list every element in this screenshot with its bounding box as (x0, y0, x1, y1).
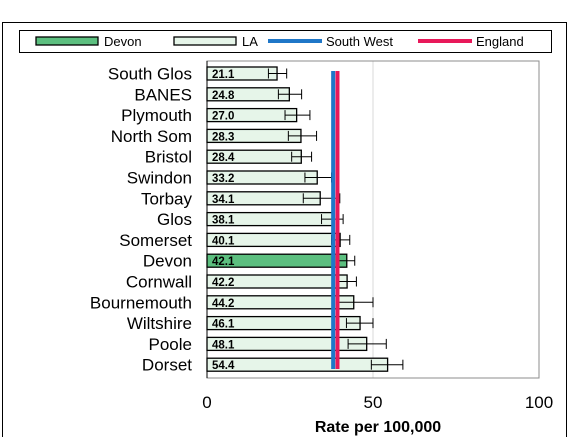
value-label-swindon: 33.2 (212, 173, 234, 185)
value-label-bournemouth: 44.2 (212, 298, 234, 310)
category-label-devon: Devon (143, 252, 192, 271)
chart-border (2, 22, 567, 442)
x-tick-label-0: 0 (202, 393, 211, 412)
value-label-cornwall: 42.2 (212, 277, 234, 289)
category-label-poole: Poole (149, 335, 192, 354)
value-label-dorset: 54.4 (212, 360, 235, 372)
legend-swatch-devon (35, 36, 99, 46)
category-label-bristol: Bristol (145, 148, 192, 167)
legend-label-devon: Devon (104, 34, 142, 49)
legend-label-england: England (476, 34, 524, 49)
value-label-devon: 42.1 (212, 256, 235, 268)
category-label-wiltshire: Wiltshire (127, 314, 192, 333)
category-label-glos: Glos (157, 210, 192, 229)
value-label-torbay: 34.1 (212, 194, 235, 206)
x-axis-title: Rate per 100,000 (315, 419, 441, 436)
value-label-banes: 24.8 (212, 90, 235, 102)
value-label-bristol: 28.4 (212, 152, 235, 164)
category-label-south-glos: South Glos (108, 65, 192, 84)
category-label-torbay: Torbay (141, 189, 193, 208)
category-label-dorset: Dorset (142, 356, 192, 375)
x-tick-label-50: 50 (364, 393, 383, 412)
x-tick-label-100: 100 (525, 393, 553, 412)
category-label-bournemouth: Bournemouth (90, 293, 192, 312)
category-label-swindon: Swindon (127, 169, 192, 188)
legend-swatch-la (173, 36, 237, 46)
value-label-poole: 48.1 (212, 339, 235, 351)
category-label-plymouth: Plymouth (121, 106, 192, 125)
category-label-banes: BANES (134, 85, 192, 104)
legend-label-south-west: South West (326, 34, 393, 49)
value-label-plymouth: 27.0 (212, 111, 234, 123)
category-label-somerset: Somerset (119, 231, 192, 250)
value-label-wiltshire: 46.1 (212, 319, 235, 331)
category-label-cornwall: Cornwall (126, 273, 192, 292)
value-label-south-glos: 21.1 (212, 69, 235, 81)
value-label-north-som: 28.3 (212, 131, 234, 143)
value-label-somerset: 40.1 (212, 235, 235, 247)
category-label-north-som: North Som (111, 127, 192, 146)
legend-label-la: LA (242, 34, 258, 49)
value-label-glos: 38.1 (212, 215, 235, 227)
